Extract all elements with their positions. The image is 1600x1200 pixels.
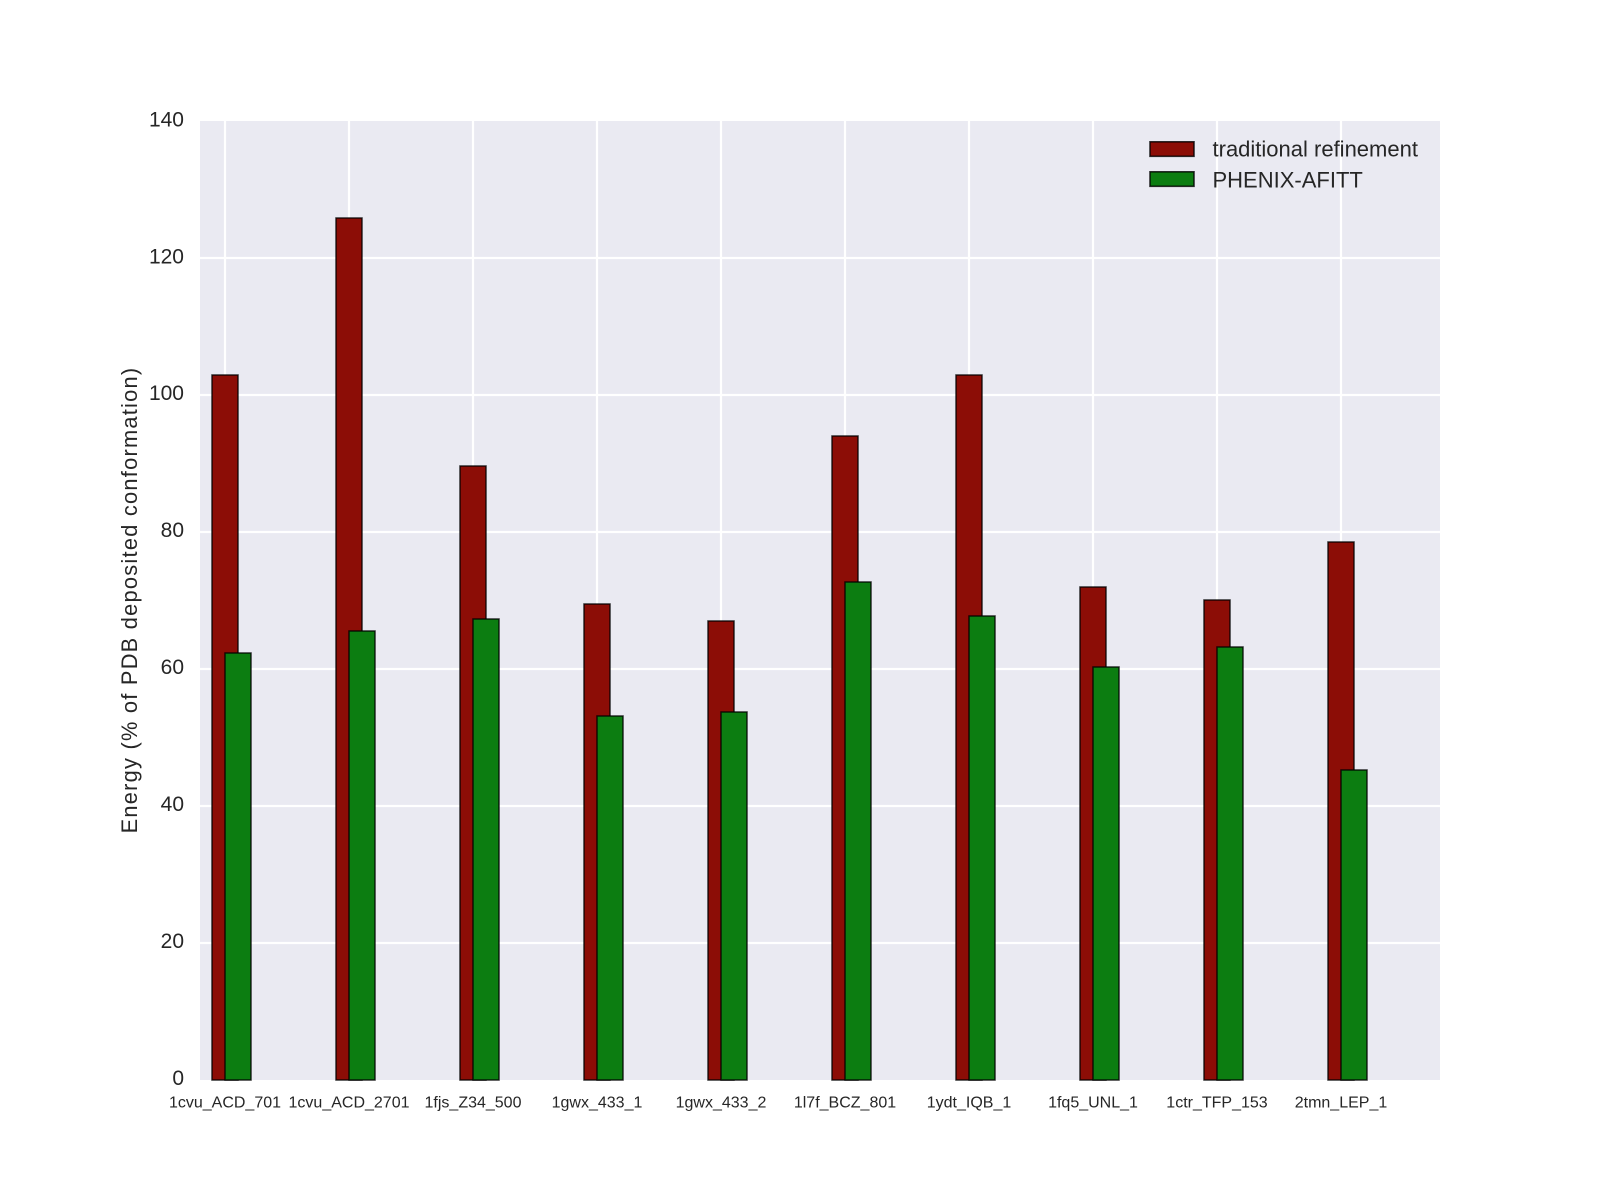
svg-text:140: 140 xyxy=(149,108,184,131)
svg-text:PHENIX-AFITT: PHENIX-AFITT xyxy=(1213,167,1363,192)
svg-text:Energy (% of PDB deposited con: Energy (% of PDB deposited conformation) xyxy=(117,367,142,834)
svg-text:1ydt_IQB_1: 1ydt_IQB_1 xyxy=(927,1095,1012,1112)
svg-text:1fjs_Z34_500: 1fjs_Z34_500 xyxy=(425,1095,522,1112)
svg-text:traditional refinement: traditional refinement xyxy=(1213,137,1418,162)
svg-text:1gwx_433_2: 1gwx_433_2 xyxy=(676,1095,767,1112)
svg-text:40: 40 xyxy=(161,793,184,816)
svg-text:0: 0 xyxy=(172,1067,184,1090)
svg-text:20: 20 xyxy=(161,930,184,953)
svg-text:1l7f_BCZ_801: 1l7f_BCZ_801 xyxy=(794,1095,896,1112)
svg-text:1cvu_ACD_701: 1cvu_ACD_701 xyxy=(169,1095,281,1112)
svg-text:60: 60 xyxy=(161,656,184,679)
svg-text:120: 120 xyxy=(149,245,184,268)
svg-text:80: 80 xyxy=(161,519,184,542)
svg-text:1ctr_TFP_153: 1ctr_TFP_153 xyxy=(1166,1095,1267,1112)
svg-text:100: 100 xyxy=(149,382,184,405)
svg-text:1gwx_433_1: 1gwx_433_1 xyxy=(552,1095,643,1112)
svg-text:2tmn_LEP_1: 2tmn_LEP_1 xyxy=(1295,1095,1388,1112)
svg-text:1fq5_UNL_1: 1fq5_UNL_1 xyxy=(1048,1095,1138,1112)
svg-text:1cvu_ACD_2701: 1cvu_ACD_2701 xyxy=(289,1095,410,1112)
